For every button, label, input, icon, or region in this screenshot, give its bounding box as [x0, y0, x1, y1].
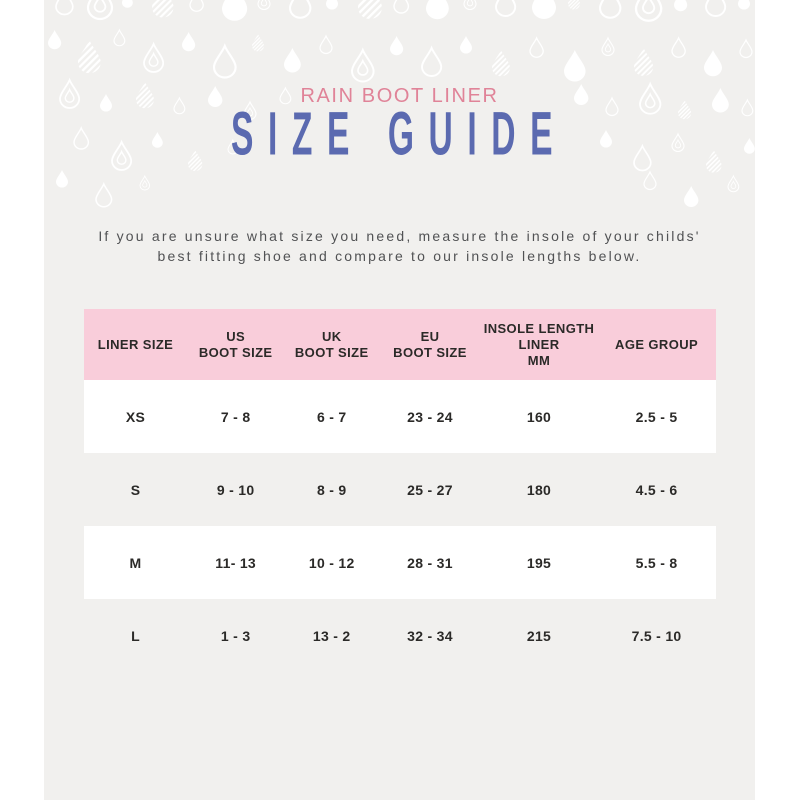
cell-eu-boot-size: 25 - 27 [407, 481, 453, 498]
cell-uk-boot-size: 13 - 2 [312, 627, 351, 644]
cell-uk-boot-size: 6 - 7 [316, 408, 347, 425]
intro-text: If you are unsure what size you need, me… [44, 226, 755, 266]
table-row-m: M 11- 13 10 - 12 28 - 31 195 5.5 - 8 [84, 526, 716, 599]
cell-us-boot-size: 11- 13 [215, 554, 257, 571]
cell-eu-boot-size: 28 - 31 [407, 554, 453, 571]
page-title: SIZE GUIDE [231, 99, 568, 168]
cell-us-boot-size: 7 - 8 [220, 408, 251, 425]
cell-eu-boot-size: 23 - 24 [407, 408, 453, 425]
cell-age-group: 2.5 - 5 [635, 408, 678, 425]
cell-liner-size: M [129, 554, 142, 571]
cell-insole-length: 195 [526, 554, 552, 571]
table-row-xs: XS 7 - 8 6 - 7 23 - 24 160 2.5 - 5 [84, 380, 716, 453]
table-row-l: L 1 - 3 13 - 2 32 - 34 215 7.5 - 10 [84, 599, 716, 672]
intro-line-1: If you are unsure what size you need, me… [98, 228, 701, 244]
header-cell-eu-boot-size: EU BOOT SIZE [393, 328, 467, 360]
cell-uk-boot-size: 8 - 9 [316, 481, 347, 498]
header-cell-uk-boot-size: UK BOOT SIZE [294, 328, 369, 360]
cell-us-boot-size: 1 - 3 [220, 627, 251, 644]
cell-insole-length: 160 [526, 408, 552, 425]
header-cell-liner-size: LINER SIZE [97, 336, 174, 352]
cell-age-group: 4.5 - 6 [635, 481, 678, 498]
size-guide-table: LINER SIZE US BOOT SIZE UK BOOT SIZE EU … [84, 309, 716, 672]
cell-uk-boot-size: 10 - 12 [308, 554, 355, 571]
cell-eu-boot-size: 32 - 34 [407, 627, 453, 644]
eyebrow-title: RAIN BOOT LINER [300, 85, 499, 107]
header-cell-age-group: AGE GROUP [615, 336, 699, 352]
gray-content-panel: RAIN BOOT LINER SIZE GUIDE If you are un… [44, 0, 755, 800]
intro-line-2: best fitting shoe and compare to our ins… [157, 248, 642, 264]
header-cell-us-boot-size: US BOOT SIZE [198, 328, 273, 360]
cell-insole-length: 215 [526, 627, 552, 644]
cell-liner-size: L [131, 627, 140, 644]
page-title-wrap: SIZE GUIDE [44, 99, 755, 168]
cell-us-boot-size: 9 - 10 [216, 481, 255, 498]
cell-liner-size: XS [125, 408, 146, 425]
cell-age-group: 5.5 - 8 [635, 554, 678, 571]
cell-liner-size: S [130, 481, 141, 498]
cell-age-group: 7.5 - 10 [631, 627, 682, 644]
header-cell-insole-length: INSOLE LENGTH LINER MM [483, 320, 595, 368]
table-row-s: S 9 - 10 8 - 9 25 - 27 180 4.5 - 6 [84, 453, 716, 526]
cell-insole-length: 180 [526, 481, 552, 498]
table-header-row: LINER SIZE US BOOT SIZE UK BOOT SIZE EU … [84, 309, 716, 380]
